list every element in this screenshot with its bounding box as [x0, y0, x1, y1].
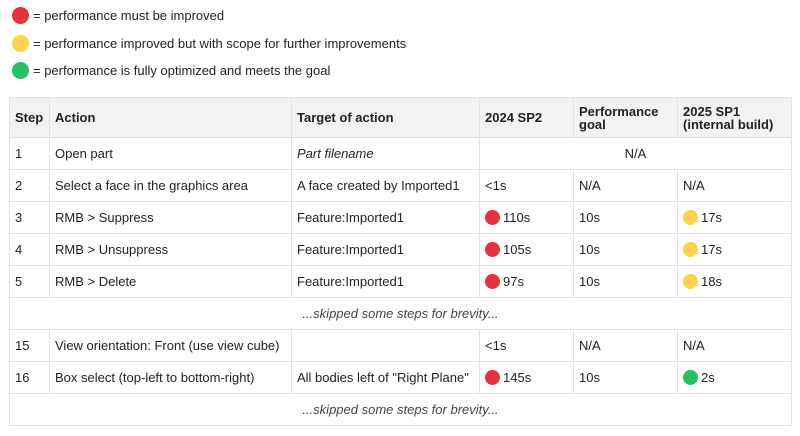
cell-action: Box select (top-left to bottom-right)	[49, 361, 292, 394]
skipped-note: ...skipped some steps for brevity...	[9, 297, 792, 330]
red-status-icon	[485, 242, 500, 257]
table-row: 1 Open part Part filename N/A	[9, 137, 792, 170]
value-text: 105s	[503, 242, 532, 257]
header-goal: Performance goal	[573, 97, 678, 138]
status-value: 2s	[683, 370, 786, 385]
cell-goal: 10s	[573, 265, 678, 298]
legend-text: = performance must be improved	[33, 7, 225, 23]
header-action: Action	[49, 97, 292, 138]
skipped-row: ...skipped some steps for brevity...	[9, 297, 792, 330]
cell-step: 5	[9, 265, 50, 298]
table-row: 2 Select a face in the graphics area A fac…	[9, 169, 792, 202]
cell-action: RMB > Delete	[49, 265, 292, 298]
yellow-status-icon	[683, 210, 698, 225]
header-row: Step Action Target of action 2024 SP2 Pe…	[9, 97, 792, 138]
cell-sp2: 145s	[479, 361, 574, 394]
cell-step: 3	[9, 201, 50, 234]
legend-item-yellow: = performance improved but with scope fo…	[12, 32, 406, 54]
cell-target: All bodies left of "Right Plane"	[291, 361, 480, 394]
table-row: 15 View orientation: Front (use view cube…	[9, 329, 792, 362]
status-value: 17s	[683, 210, 786, 225]
red-status-icon	[485, 274, 500, 289]
table-row: 5 RMB > Delete Feature:Imported1 97s 10s 18s	[9, 265, 792, 298]
cell-sp1: N/A	[677, 329, 792, 362]
header-target: Target of action	[291, 97, 480, 138]
yellow-status-icon	[12, 34, 29, 52]
value-text: 18s	[701, 274, 722, 289]
legend-text: = performance improved but with scope fo…	[33, 35, 407, 51]
cell-goal: N/A	[573, 329, 678, 362]
legend-text: = performance is fully optimized and mee…	[33, 62, 331, 78]
cell-sp2: 105s	[479, 233, 574, 266]
green-status-icon	[683, 370, 698, 385]
green-status-icon	[12, 61, 29, 79]
value-text: 110s	[503, 210, 531, 225]
yellow-status-icon	[683, 242, 698, 257]
cell-sp2: <1s	[479, 329, 574, 362]
cell-sp2: 97s	[479, 265, 574, 298]
cell-target: A face created by Imported1	[291, 169, 480, 202]
cell-action: RMB > Suppress	[49, 201, 292, 234]
cell-merged: N/A	[479, 137, 792, 170]
cell-goal: 10s	[573, 361, 678, 394]
status-value: 97s	[485, 274, 568, 289]
value-text: 17s	[701, 210, 722, 225]
value-text: 97s	[503, 274, 524, 289]
cell-sp1: 17s	[677, 201, 792, 234]
cell-action: Select a face in the graphics area	[49, 169, 292, 202]
status-value: 17s	[683, 242, 786, 257]
skipped-note: ...skipped some steps for brevity...	[9, 393, 792, 426]
status-value: 110s	[485, 210, 568, 225]
header-2024sp2: 2024 SP2	[479, 97, 574, 138]
cell-sp1: 17s	[677, 233, 792, 266]
cell-step: 15	[9, 329, 50, 362]
cell-sp1: 2s	[677, 361, 792, 394]
legend-item-green: = performance is fully optimized and mee…	[12, 59, 330, 81]
cell-goal: N/A	[573, 169, 678, 202]
value-text: 145s	[503, 370, 532, 385]
cell-sp1: 18s	[677, 265, 792, 298]
cell-action: View orientation: Front (use view cube)	[49, 329, 292, 362]
cell-target: Part filename	[291, 137, 480, 170]
cell-step: 2	[9, 169, 50, 202]
value-text: 17s	[701, 242, 722, 257]
table-row: 3 RMB > Suppress Feature:Imported1 110s 10s 1…	[9, 201, 792, 234]
table-row: 4 RMB > Unsuppress Feature:Imported1 105s 10…	[9, 233, 792, 266]
cell-target: Feature:Imported1	[291, 201, 480, 234]
cell-target	[291, 329, 480, 362]
red-status-icon	[12, 6, 29, 24]
yellow-status-icon	[683, 274, 698, 289]
cell-sp2: <1s	[479, 169, 574, 202]
cell-sp2: 110s	[479, 201, 574, 234]
header-step: Step	[9, 97, 50, 138]
legend-item-red: = performance must be improved	[12, 4, 224, 26]
header-2025sp1: 2025 SP1 (internal build)	[677, 97, 792, 138]
cell-goal: 10s	[573, 201, 678, 234]
red-status-icon	[485, 210, 500, 225]
cell-step: 16	[9, 361, 50, 394]
cell-step: 1	[9, 137, 50, 170]
cell-target: Feature:Imported1	[291, 233, 480, 266]
value-text: 2s	[701, 370, 715, 385]
cell-goal: 10s	[573, 233, 678, 266]
table-row: 16 Box select (top-left to bottom-right) A…	[9, 361, 792, 394]
cell-sp1: N/A	[677, 169, 792, 202]
cell-action: Open part	[49, 137, 292, 170]
red-status-icon	[485, 370, 500, 385]
cell-step: 4	[9, 233, 50, 266]
skipped-row: ...skipped some steps for brevity...	[9, 393, 792, 426]
status-value: 18s	[683, 274, 786, 289]
cell-action: RMB > Unsuppress	[49, 233, 292, 266]
status-value: 105s	[485, 242, 568, 257]
cell-target: Feature:Imported1	[291, 265, 480, 298]
status-value: 145s	[485, 370, 568, 385]
performance-table: Step Action Target of action 2024 SP2 Pe…	[9, 97, 792, 426]
